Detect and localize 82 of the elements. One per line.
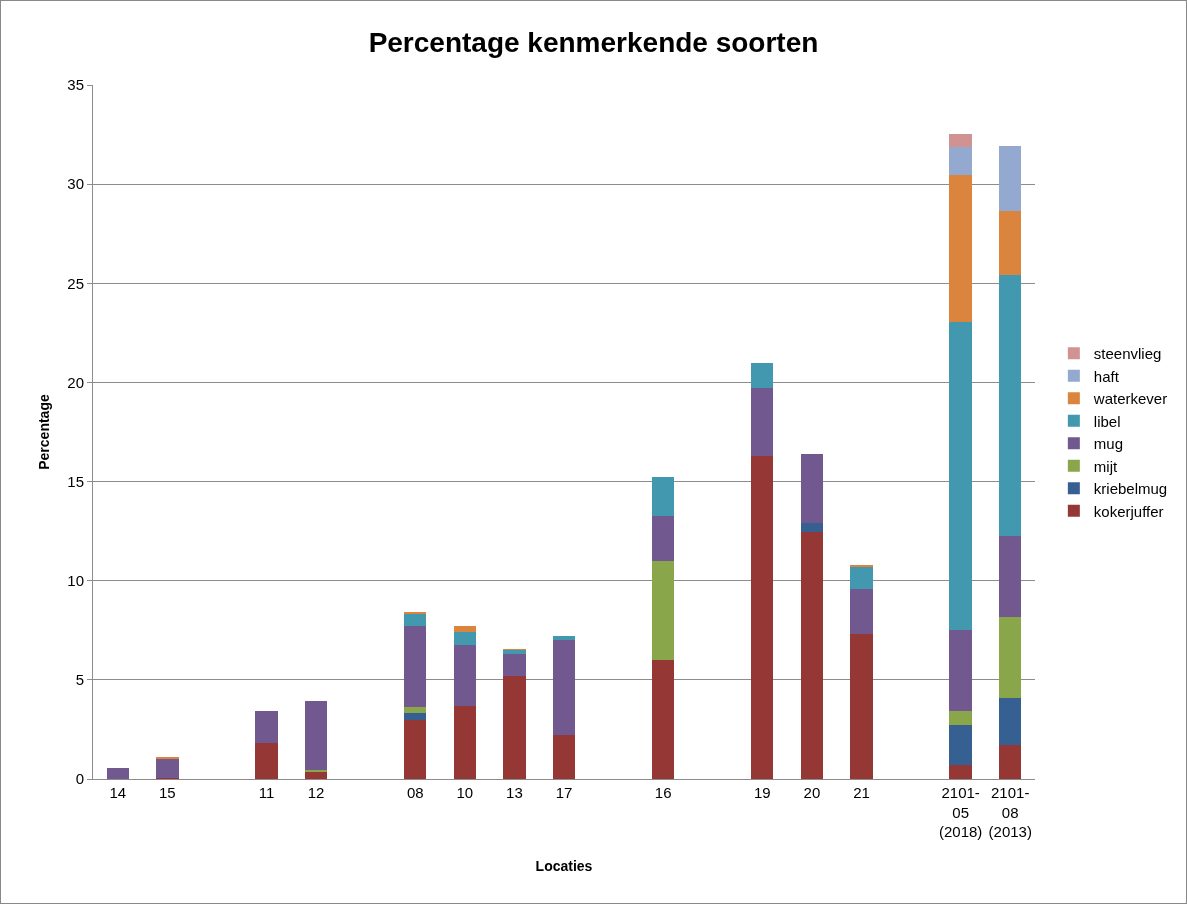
bar [503, 653, 526, 676]
bar [999, 145, 1022, 212]
y-tick-label: 15 [67, 472, 84, 490]
bar [552, 639, 576, 735]
bar [800, 522, 824, 532]
bar [453, 705, 476, 779]
bar [503, 649, 526, 654]
bar [949, 147, 972, 175]
legend-label: kriebelmug [1093, 480, 1168, 498]
x-tick-label: 08 [406, 784, 424, 801]
bar [999, 275, 1022, 536]
bar [404, 706, 427, 713]
bar [404, 720, 427, 779]
bar [999, 697, 1022, 746]
y-tick-label: 25 [67, 274, 84, 292]
bar [106, 768, 129, 779]
x-tick-label: 20 [803, 784, 821, 801]
bar [453, 645, 476, 706]
bar [453, 625, 476, 632]
x-tick-label: 2101-08 (2013) [988, 784, 1032, 840]
legend-label: waterkever [1092, 390, 1168, 408]
bar [304, 700, 328, 771]
bar [850, 564, 873, 567]
y-tick-label: 35 [67, 76, 84, 94]
bar [404, 626, 427, 707]
x-tick-label: 21 [853, 784, 870, 801]
y-tick-label: 5 [75, 671, 84, 689]
x-tick-label: 12 [307, 784, 325, 801]
legend-label: kokerjuffer [1093, 502, 1164, 520]
bar [800, 454, 824, 523]
bar [949, 630, 972, 712]
x-axis-title: Locaties [535, 858, 593, 875]
bar [404, 613, 427, 627]
legend-label: mug [1093, 435, 1124, 453]
y-tick-label: 20 [67, 373, 84, 391]
y-tick-label: 10 [67, 571, 84, 589]
y-tick-label: 30 [67, 175, 84, 193]
x-tick-label: 13 [506, 784, 523, 801]
x-tick-label: 11 [258, 784, 275, 801]
x-tick-label: 10 [456, 784, 474, 801]
x-tick-label: 16 [654, 784, 672, 801]
bar [949, 711, 972, 726]
bar [751, 456, 774, 779]
bar [552, 734, 576, 779]
bar [255, 743, 278, 779]
bar [453, 631, 476, 646]
bar [751, 388, 774, 457]
bar [949, 725, 972, 765]
bar [999, 211, 1022, 276]
bar [949, 134, 972, 148]
bar [751, 362, 774, 389]
y-tick-label: 0 [75, 770, 84, 788]
chart-title: Percentage kenmerkende soorten [368, 27, 819, 59]
legend-label: libel [1093, 412, 1121, 430]
bar [850, 566, 873, 589]
bar [850, 588, 873, 634]
bar [652, 476, 675, 516]
bar [949, 322, 972, 631]
x-tick-label: 19 [753, 784, 771, 801]
bar [800, 531, 824, 779]
x-tick-label: 15 [159, 784, 176, 801]
x-tick-label: 14 [109, 784, 127, 801]
y-axis-title: Percentage [35, 394, 52, 470]
bar [652, 660, 675, 779]
bar [552, 636, 576, 640]
legend-label: haft [1093, 367, 1120, 385]
bar [999, 535, 1022, 617]
bar [850, 633, 873, 779]
bar [999, 616, 1022, 698]
legend-label: mijt [1093, 457, 1118, 475]
bar [255, 711, 278, 744]
bar [156, 758, 179, 779]
bar [304, 771, 328, 779]
bar [652, 561, 675, 661]
bar [652, 515, 675, 562]
bar [949, 174, 972, 323]
bar [503, 675, 526, 779]
legend-label: steenvlieg [1093, 345, 1162, 363]
bar [949, 764, 972, 779]
x-tick-label: 17 [555, 784, 573, 801]
bar [999, 745, 1022, 779]
x-tick-label: 2101-05 (2018) [938, 784, 983, 840]
